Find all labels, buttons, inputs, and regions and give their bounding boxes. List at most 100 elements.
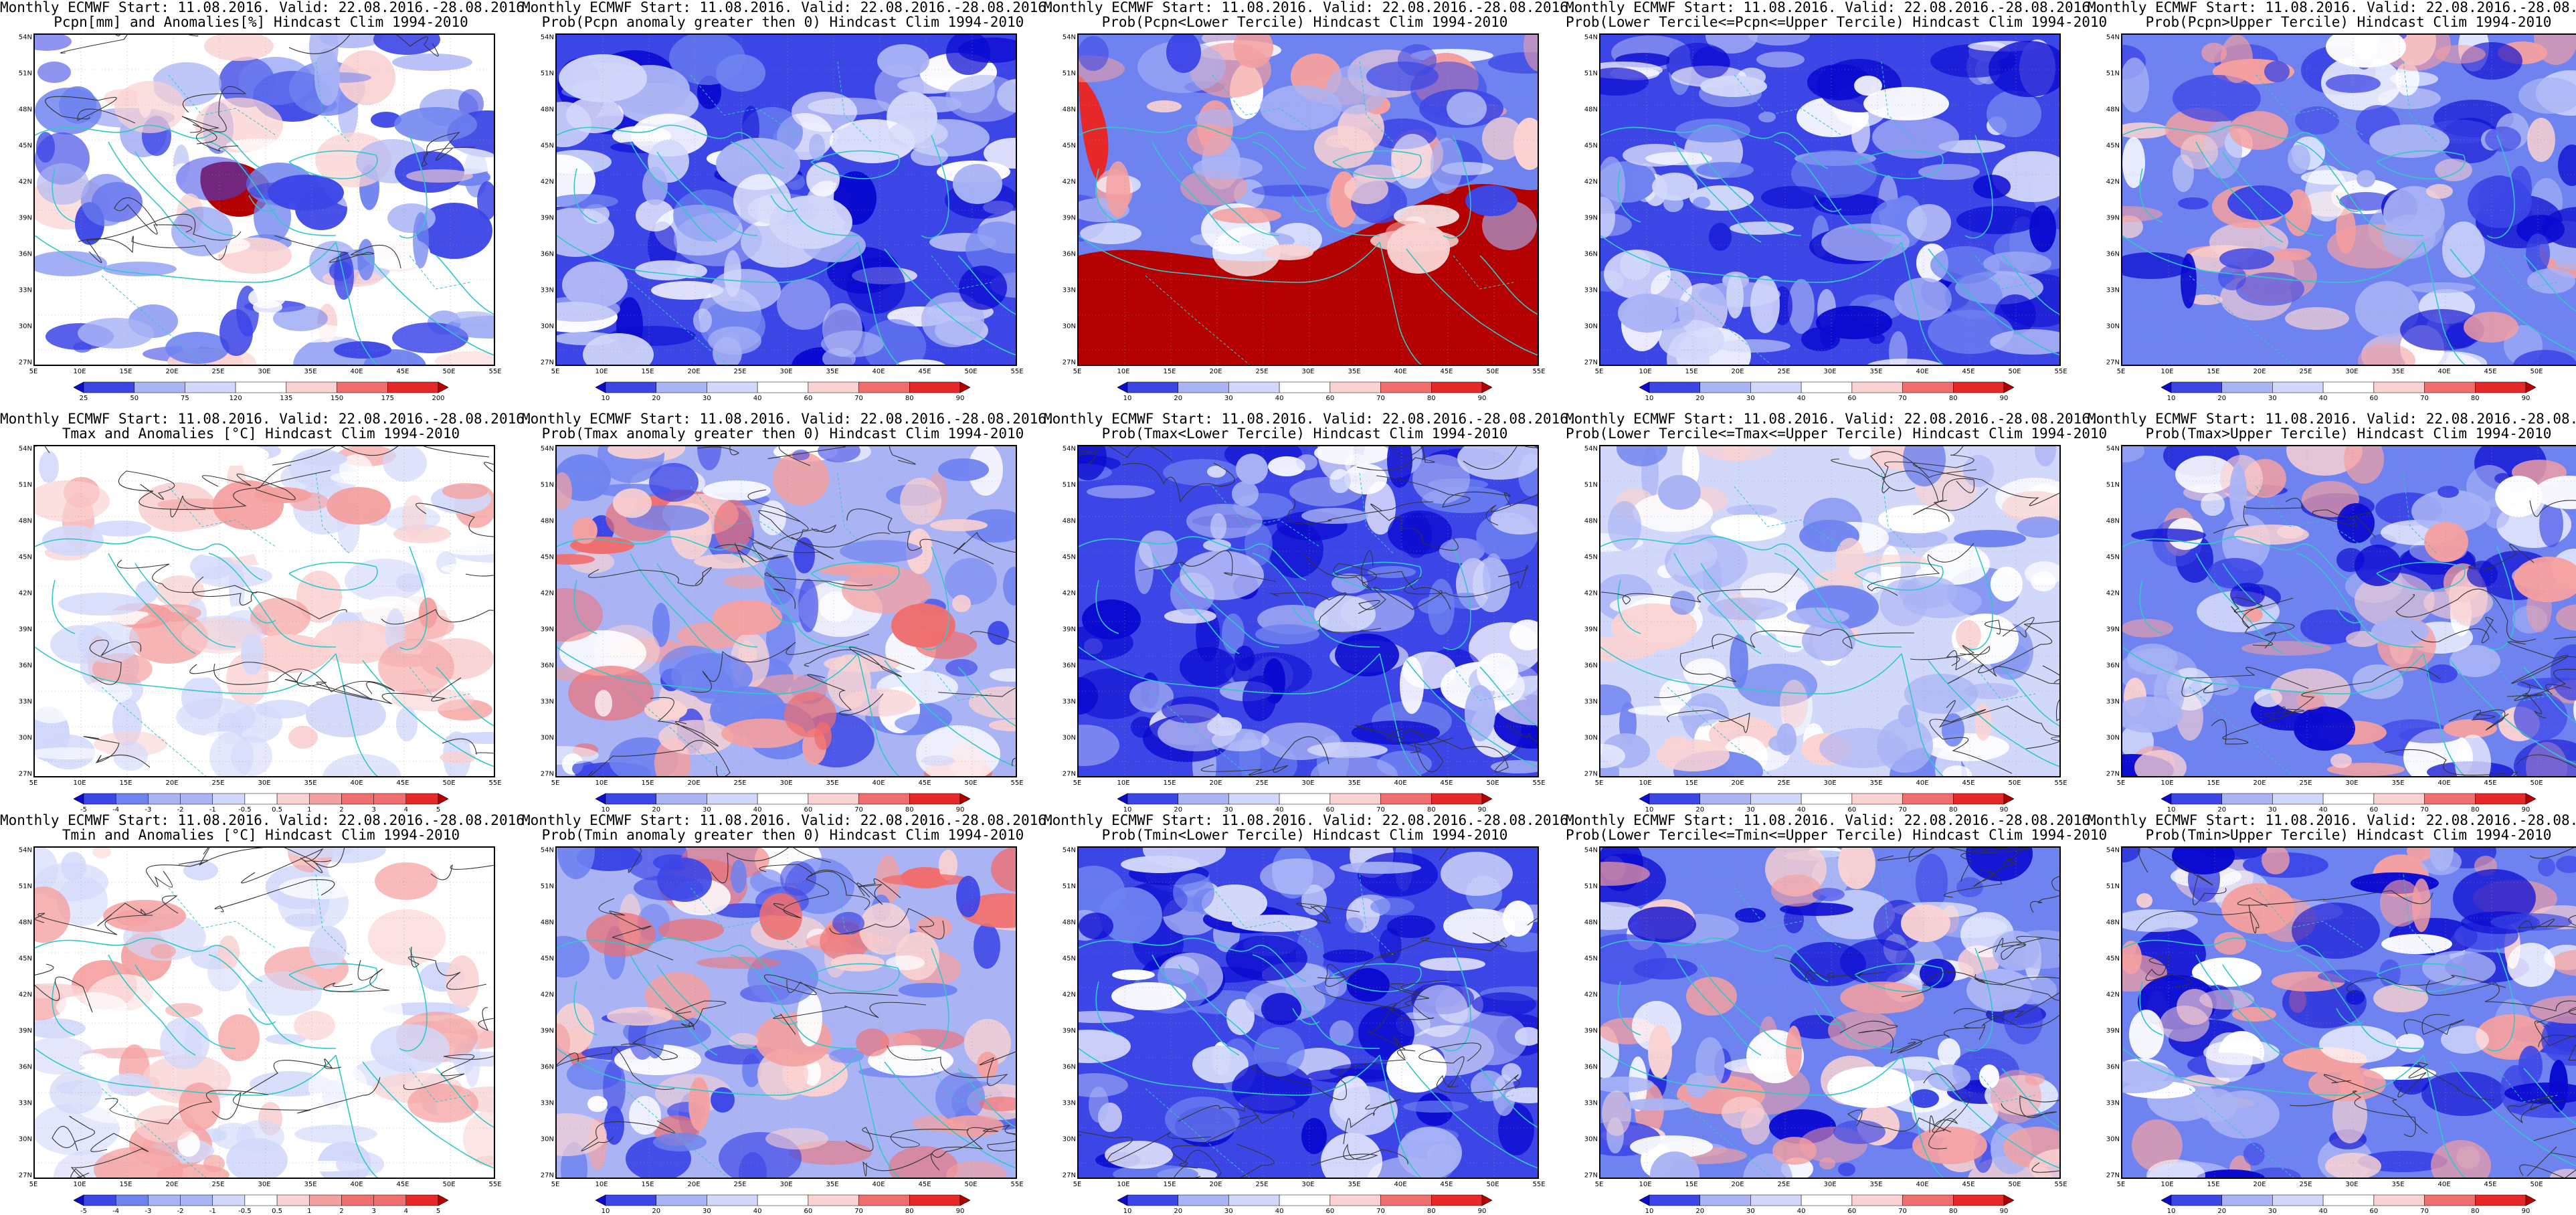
latitude-tick-label: 30N — [1062, 734, 1076, 742]
latitude-tick-label: 36N — [2106, 662, 2120, 670]
panel-title-line2: Tmin and Anomalies [°C] Hindcast Clim 19… — [62, 827, 460, 843]
latitude-tick-label: 42N — [1584, 589, 1598, 597]
latitude-tick-label: 48N — [18, 106, 32, 114]
longitude-tick-label: 45E — [2484, 1181, 2497, 1188]
longitude-tick-label: 20E — [2253, 1181, 2266, 1188]
colorbar — [1639, 793, 2014, 805]
colorbar-tick-label: 120 — [229, 395, 242, 402]
longitude-tick-label: 5E — [29, 779, 38, 787]
longitude-tick-label: 45E — [1440, 779, 1453, 787]
colorbar-tick-label: 40 — [1797, 806, 1806, 814]
longitude-tick-label: 15E — [119, 368, 132, 375]
longitude-tick-label: 10E — [1117, 779, 1130, 787]
colorbar-tick-label: 40 — [2318, 1208, 2328, 1215]
longitude-tick-label: 5E — [1073, 779, 1082, 787]
colorbar-tick-label: 60 — [804, 806, 813, 814]
colorbar-tick-label: 10 — [601, 395, 610, 402]
colorbar-tick-label: -2 — [177, 806, 184, 814]
longitude-tick-label: 35E — [826, 779, 839, 787]
longitude-tick-label: 20E — [165, 779, 179, 787]
panel-title-line1: Monthly ECMWF Start: 11.08.2016. Valid: … — [0, 812, 533, 828]
colorbar-tick-label: 75 — [181, 395, 189, 402]
forecast-panel: Monthly ECMWF Start: 11.08.2016. Valid: … — [1044, 411, 1577, 814]
colorbar-tick-label: 80 — [905, 395, 914, 402]
colorbar-tick-label: 90 — [1999, 806, 2009, 814]
longitude-tick-label: 30E — [2345, 1181, 2359, 1188]
panel-title-line2: Prob(Tmax<Lower Tercile) Hindcast Clim 1… — [1101, 426, 1508, 442]
longitude-tick-label: 15E — [641, 1181, 654, 1188]
colorbar-tick-label: 135 — [280, 395, 293, 402]
colorbar-tick-label: 25 — [79, 395, 88, 402]
colorbar-tick-label: -3 — [145, 1208, 152, 1215]
panel-title-line2: Prob(Lower Tercile<=Tmin<=Upper Tercile)… — [1566, 827, 2108, 843]
longitude-tick-label: 25E — [1255, 368, 1269, 375]
colorbar-tick-label: 90 — [2521, 1208, 2531, 1215]
latitude-tick-label: 42N — [540, 178, 554, 186]
latitude-tick-label: 48N — [1584, 919, 1598, 927]
latitude-tick-label: 39N — [2106, 1027, 2120, 1035]
longitude-tick-label: 10E — [2160, 368, 2174, 375]
colorbar-tick-label: 20 — [1174, 1208, 1183, 1215]
colorbar-tick-label: 20 — [1695, 395, 1705, 402]
longitude-tick-label: 5E — [29, 1181, 38, 1188]
latitude-tick-label: 54N — [1584, 846, 1598, 854]
latitude-tick-label: 30N — [2106, 1135, 2120, 1143]
forecast-map — [2121, 445, 2576, 777]
colorbar-tick-label: -3 — [145, 806, 152, 814]
latitude-tick-label: 42N — [1062, 991, 1076, 999]
longitude-tick-label: 40E — [2437, 779, 2451, 787]
colorbar-tick-label: 90 — [2521, 395, 2531, 402]
longitude-tick-label: 10E — [1117, 368, 1130, 375]
latitude-tick-label: 51N — [540, 70, 554, 78]
longitude-tick-label: 30E — [258, 1181, 271, 1188]
longitude-tick-label: 20E — [2253, 368, 2266, 375]
longitude-tick-label: 5E — [2116, 1181, 2126, 1188]
longitude-tick-label: 50E — [442, 779, 456, 787]
latitude-tick-label: 30N — [2106, 322, 2120, 331]
colorbar-tick-label: 10 — [2167, 806, 2176, 814]
colorbar-tick-label: -4 — [112, 806, 120, 814]
colorbar-tick-label: 90 — [955, 1208, 965, 1215]
latitude-tick-label: 36N — [540, 1063, 554, 1071]
forecast-map — [555, 33, 1017, 366]
longitude-tick-label: 35E — [1348, 1181, 1361, 1188]
longitude-tick-label: 30E — [258, 779, 271, 787]
longitude-tick-label: 30E — [2345, 368, 2359, 375]
longitude-tick-label: 10E — [1639, 779, 1652, 787]
colorbar-tick-label: 70 — [1898, 1208, 1907, 1215]
colorbar-tick-label: -1 — [209, 806, 216, 814]
latitude-tick-label: 48N — [1062, 106, 1076, 114]
latitude-tick-label: 45N — [18, 553, 32, 561]
latitude-tick-label: 42N — [2106, 991, 2120, 999]
panel-title-line1: Monthly ECMWF Start: 11.08.2016. Valid: … — [2088, 812, 2576, 828]
latitude-tick-label: 33N — [540, 286, 554, 294]
latitude-tick-label: 33N — [1584, 698, 1598, 706]
longitude-tick-label: 25E — [211, 368, 225, 375]
longitude-tick-label: 35E — [2391, 368, 2405, 375]
colorbar-tick-label: 60 — [2369, 1208, 2379, 1215]
latitude-tick-label: 48N — [2106, 919, 2120, 927]
latitude-tick-label: 39N — [18, 626, 32, 634]
colorbar-tick-label: 80 — [1948, 1208, 1958, 1215]
colorbar-tick-label: 30 — [703, 395, 711, 402]
longitude-tick-label: 25E — [1255, 1181, 1269, 1188]
longitude-tick-label: 40E — [872, 779, 885, 787]
latitude-tick-label: 36N — [1062, 1063, 1076, 1071]
latitude-tick-label: 54N — [1062, 846, 1076, 854]
longitude-tick-label: 5E — [551, 779, 560, 787]
latitude-tick-label: 39N — [1584, 214, 1598, 222]
colorbar-tick-label: 150 — [331, 395, 344, 402]
colorbar-tick-label: 70 — [854, 395, 863, 402]
colorbar-tick-label: 20 — [1695, 1208, 1705, 1215]
longitude-tick-label: 5E — [1594, 1181, 1604, 1188]
longitude-tick-label: 5E — [551, 368, 560, 375]
longitude-tick-label: 15E — [2207, 368, 2220, 375]
latitude-tick-label: 30N — [1062, 1135, 1076, 1143]
colorbar-tick-label: 3 — [371, 806, 376, 814]
colorbar-tick-label: 50 — [130, 395, 139, 402]
longitude-tick-label: 55E — [2054, 1181, 2067, 1188]
latitude-tick-label: 36N — [18, 662, 32, 670]
latitude-tick-label: 36N — [1062, 662, 1076, 670]
latitude-tick-label: 36N — [1584, 662, 1598, 670]
latitude-tick-label: 42N — [2106, 178, 2120, 186]
